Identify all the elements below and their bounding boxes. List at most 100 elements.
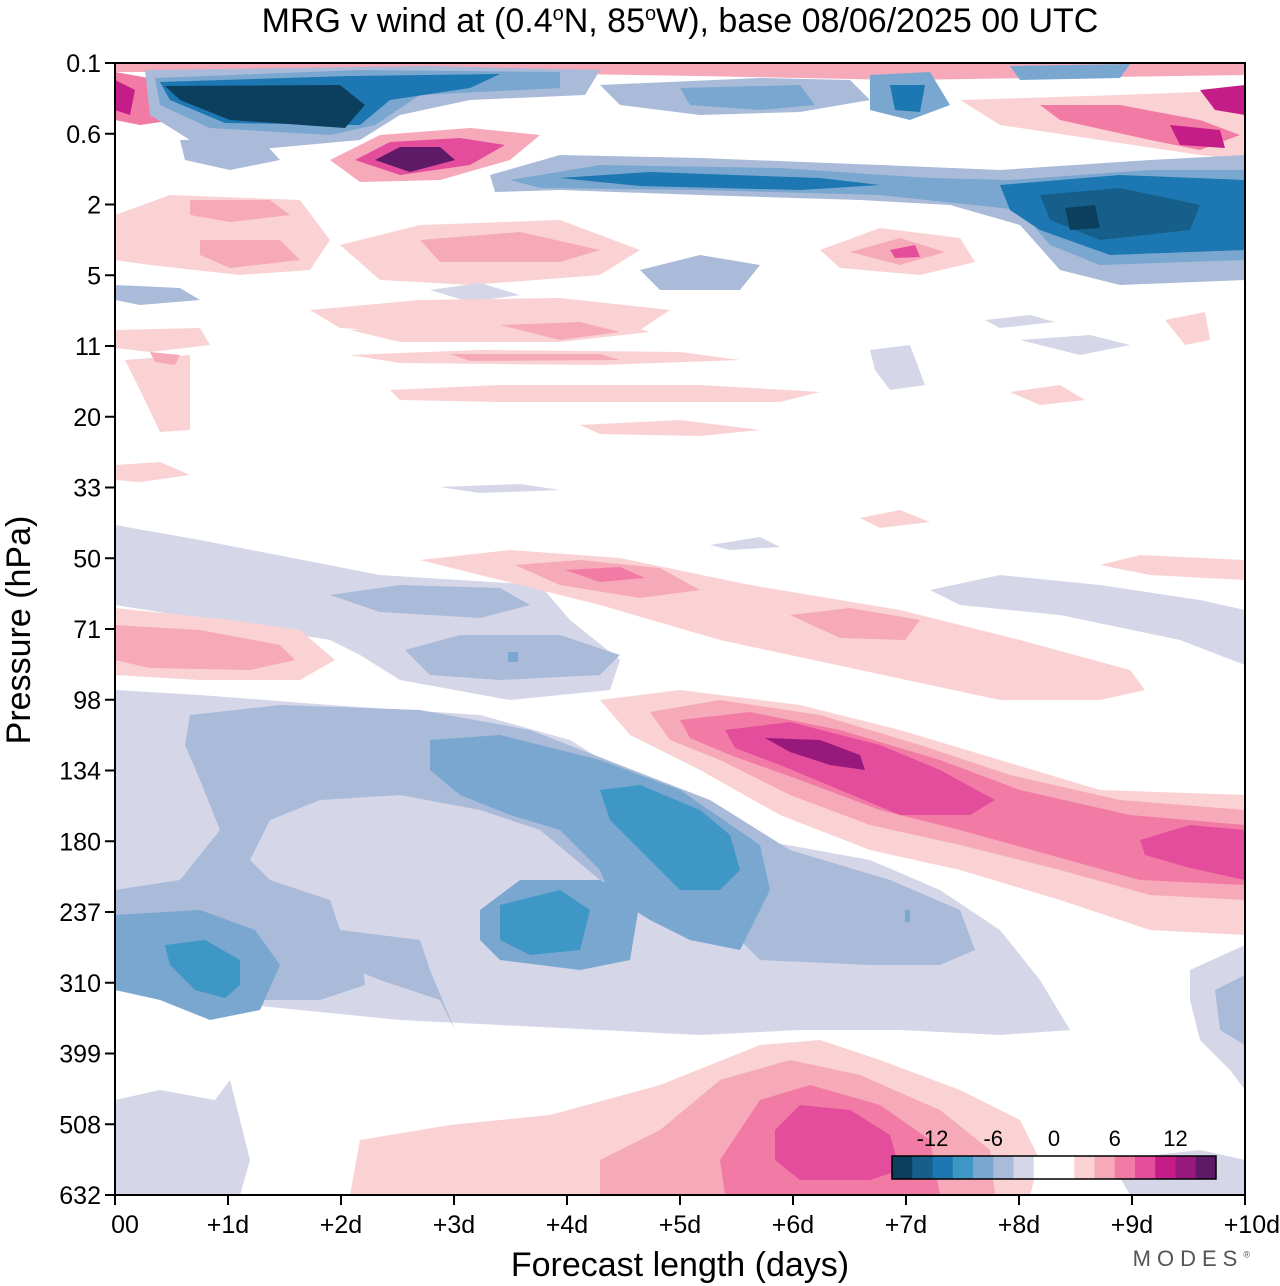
y-tick-label: 11 [75, 333, 101, 361]
contour-pink-550hpa-4 [775, 1105, 900, 1180]
y-tick-label: 399 [59, 1041, 101, 1069]
contour-pink-36hpa [860, 510, 930, 528]
contour-pink-3hpa-mid-in [420, 232, 600, 262]
contour-pink-75hpa-left-in [115, 625, 295, 670]
y-tick-label: 0.6 [66, 121, 101, 149]
x-tick-label: +2d [320, 1211, 362, 1239]
y-tick-label: 180 [59, 828, 101, 856]
x-tick-label: +10d [1224, 1211, 1280, 1239]
contour-pink-3hpa-left-in [190, 200, 290, 222]
contour-blue-200hpa-core [600, 785, 740, 890]
contour-blue-11-right [1020, 335, 1130, 355]
colorbar-swatch [1054, 1156, 1075, 1179]
colorbar-label: 6 [1109, 1126, 1121, 1151]
y-tick-label: 71 [73, 616, 101, 644]
contour-top-blue-4 [165, 85, 365, 128]
colorbar-frame [891, 1155, 1217, 1180]
y-axis: 0.1 0.6 2 5 11 20 33 50 71 98 134 180 237 310 399 508 63… [59, 50, 115, 1210]
contour-pink-28hpa-left [115, 462, 190, 482]
colorbar-label: 12 [1163, 1126, 1187, 1151]
contour-top-pink-right-4 [1200, 85, 1245, 115]
colorbar-swatch [932, 1156, 954, 1179]
contour-pink-left-20b [150, 352, 180, 365]
colorbar-swatch [892, 1156, 913, 1179]
y-tick-label: 310 [59, 970, 101, 998]
x-tick-label: +7d [885, 1211, 927, 1239]
colorbar-swatch [1074, 1156, 1095, 1179]
watermark-text: MODES [1132, 1246, 1244, 1271]
colorbar-swatch [1114, 1156, 1136, 1179]
x-tick-label: +5d [659, 1211, 701, 1239]
x-tick-label: +1d [207, 1211, 249, 1239]
y-tick-label: 98 [73, 687, 101, 715]
contour-top-pink-left-core [115, 80, 135, 115]
colorbar-swatch [1175, 1156, 1197, 1179]
contour-pink-left-10 [115, 328, 210, 352]
contour-top-blue-9 [1010, 64, 1130, 80]
contour-pink-18hpa [390, 385, 820, 402]
colorbar-swatch [912, 1156, 933, 1179]
contour-pink-3hpa-left-in2 [200, 240, 300, 268]
y-tick-label: 50 [73, 545, 101, 573]
contour-blue-70hpa-2-core [508, 652, 518, 662]
x-axis-label: Forecast length (days) [511, 1246, 849, 1284]
colorbar-swatch [1094, 1156, 1116, 1179]
contour-pink-left-20 [125, 355, 190, 432]
colorbar-swatch [993, 1156, 1014, 1179]
contour-blue-200hpa-in [430, 735, 770, 950]
colorbar-swatch [1195, 1156, 1217, 1179]
x-tick-label: +9d [1111, 1211, 1153, 1239]
contour-pink-1hpa-core [375, 147, 455, 172]
colorbar-label: -12 [917, 1126, 949, 1151]
registered-mark: ® [1243, 1249, 1250, 1260]
contour-blue-260hpa-core [500, 890, 590, 955]
contour-blue-31hpa [440, 484, 560, 493]
colorbar-swatch [1013, 1156, 1035, 1179]
colorbar-swatch [973, 1156, 994, 1179]
contour-pink-right-10 [1165, 312, 1210, 345]
x-axis: 00 +1d +2d +3d +4d +5d +6d +7d +8d +9d +10d [111, 1195, 1280, 1239]
colorbar-swatch [1155, 1156, 1176, 1179]
contour-blue-5hpa-2 [430, 283, 520, 302]
contour-top-blue-8 [890, 85, 925, 112]
contour-blue-5hpa-3 [115, 285, 200, 305]
contour-pink-130hpa-core [765, 738, 865, 770]
modes-watermark: MODES® [1133, 1246, 1250, 1272]
contour-pink-4hpa-right-core [890, 245, 920, 258]
y-tick-label: 508 [59, 1111, 101, 1139]
contour-pink-70hpa-mid [790, 608, 920, 640]
contour-blue-bottom-right [1215, 975, 1245, 1045]
contour-pink-55hpa-core [565, 567, 645, 582]
contour-lav-60hpa-right [930, 575, 1245, 665]
contour-lav-bottom-right [1190, 945, 1245, 1090]
contour-blue-tiny-237 [905, 910, 910, 922]
contour-blue-6-right [985, 315, 1055, 328]
contour-pink-18hpa-right [1010, 385, 1085, 405]
colorbar-swatch [1033, 1156, 1055, 1179]
colorbar-label: 0 [1048, 1126, 1060, 1151]
contour-blue-2hpa-inner [560, 172, 880, 190]
y-tick-label: 632 [59, 1182, 101, 1210]
colorbar-swatch [1135, 1156, 1156, 1179]
x-tick-label: +3d [433, 1211, 475, 1239]
contour-pink-8hpa-3 [500, 322, 620, 340]
contour-pink-12hpa-in [450, 354, 620, 361]
colorbar-label: -6 [983, 1126, 1003, 1151]
contour-blue-42hpa [710, 537, 780, 550]
contour-blue-5hpa-1 [640, 255, 760, 290]
x-tick-label: +8d [998, 1211, 1040, 1239]
contour-blue-280hpa-left-core [165, 940, 240, 998]
contour-lav-bottom-left [115, 1080, 250, 1195]
contour-top-pink-right-3 [1170, 125, 1225, 148]
chart-title: MRG v wind at (0.4oN, 85oW), base 08/06/… [262, 2, 1099, 40]
contour-top-blue-6 [680, 85, 815, 110]
contour-blue-2hpa-right-core [1065, 205, 1100, 230]
colorbar-swatch [952, 1156, 974, 1179]
colorbar-legend: -12 -6 0 6 12 [891, 1126, 1217, 1180]
contour-blue-06-left [180, 138, 280, 170]
y-tick-label: 0.1 [66, 50, 101, 78]
y-axis-label: Pressure (hPa) [0, 516, 38, 745]
contour-blue-13-mid [870, 345, 925, 390]
contour-pink-22hpa [580, 420, 760, 436]
